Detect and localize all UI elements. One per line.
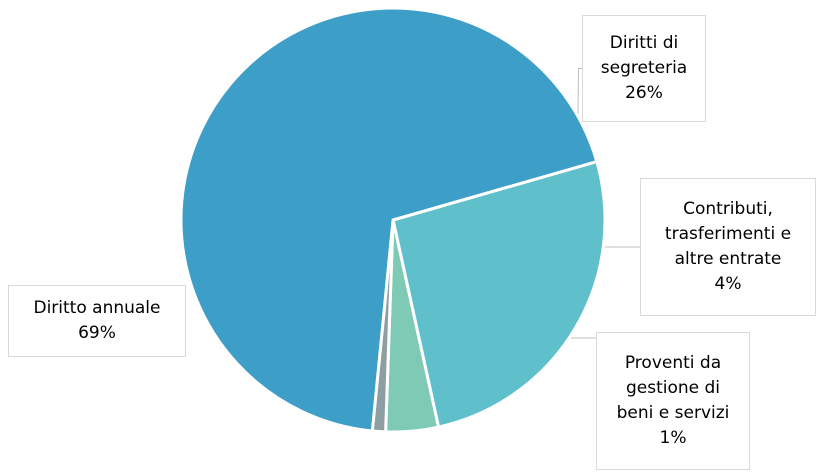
pie-slice-0 [391,160,607,429]
label-percent: 26% [625,83,663,103]
data-label-contributi: Contributi, trasferimenti e altre entrat… [640,178,816,316]
label-percent: 69% [78,323,116,343]
pie-slices [179,6,607,434]
label-line: Proventi da [624,353,722,373]
label-line: beni e servizi [616,403,730,423]
label-line: trasferimenti e [664,224,792,244]
data-label-diritti-di-segreteria: Diritti di segreteria 26% [582,15,706,122]
label-line: Diritti di [609,33,679,53]
pie-slice-3 [179,6,599,433]
label-percent: 4% [714,274,742,294]
data-label-proventi: Proventi da gestione di beni e servizi 1… [596,332,750,470]
data-label-diritto-annuale: Diritto annuale 69% [8,285,186,357]
label-line: segreteria [600,58,688,78]
label-percent: 1% [659,428,687,448]
label-line: altre entrate [674,249,782,269]
label-line: gestione di [625,378,721,398]
label-line: Contributi, [683,199,773,219]
label-line: Diritto annuale [33,298,161,318]
